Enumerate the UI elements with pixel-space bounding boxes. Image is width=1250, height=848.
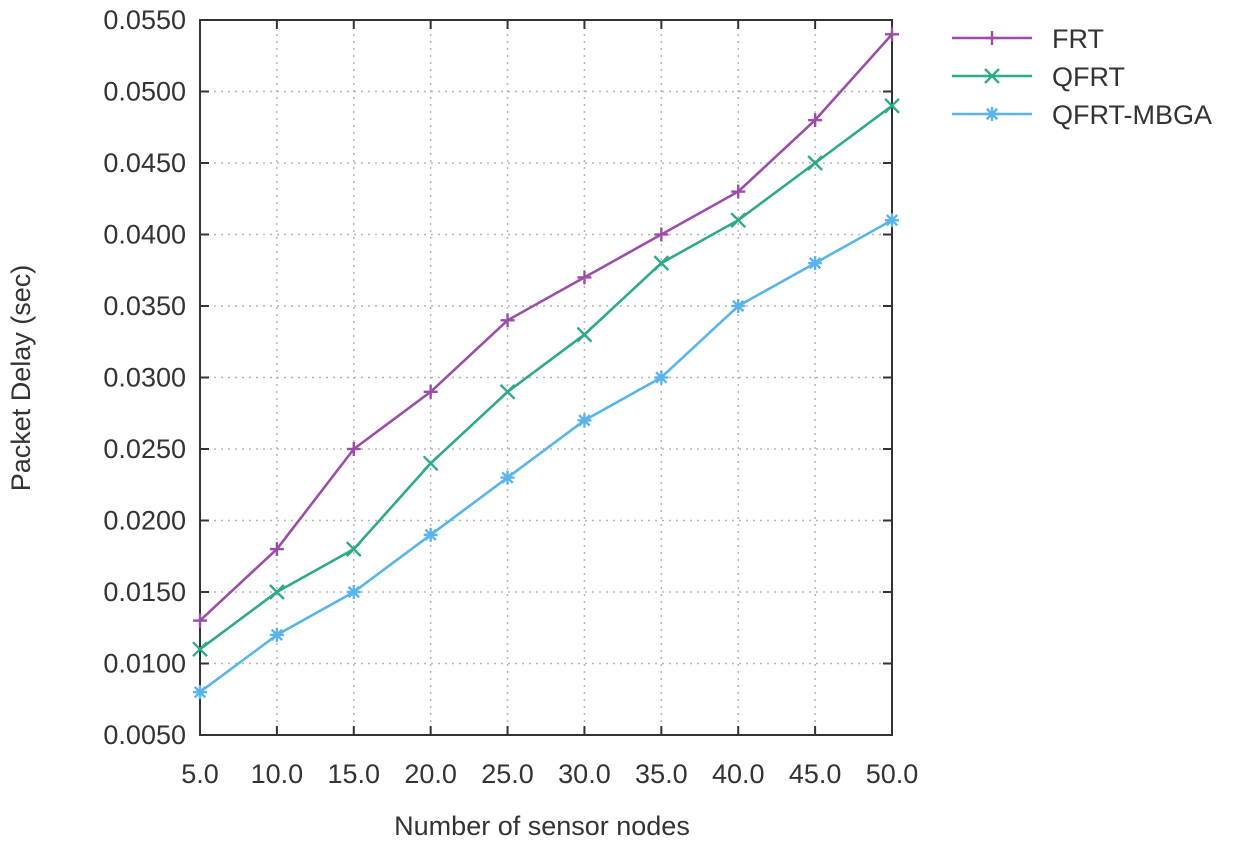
data-point-qfrt-mbga <box>885 213 899 228</box>
x-tick-label: 10.0 <box>251 759 304 789</box>
data-point-qfrt-mbga <box>423 527 438 542</box>
data-point-qfrt <box>884 97 900 114</box>
series-line-qfrt-mbga <box>199 219 893 694</box>
x-tick-label: 40.0 <box>712 759 765 789</box>
x-tick-label: 20.0 <box>404 759 457 789</box>
data-point-frt <box>808 113 823 128</box>
data-point-qfrt <box>576 326 593 343</box>
tick-layer: 0.0050 0.0100 0.0150 0.0200 0.0250 0.0300 0.03… <box>103 5 918 789</box>
data-point-frt <box>423 384 438 399</box>
data-point-frt <box>731 184 746 199</box>
x-tick-label: 30.0 <box>558 759 611 789</box>
data-point-qfrt-mbga <box>654 370 669 385</box>
data-point-frt <box>500 313 515 328</box>
legend-label: QFRT-MBGA <box>1052 100 1212 130</box>
data-point-qfrt <box>422 455 439 472</box>
data-point-qfrt-mbga <box>500 470 515 485</box>
series-frt <box>193 27 899 628</box>
data-point-qfrt <box>730 212 747 229</box>
y-tick-label: 0.0100 <box>103 649 186 679</box>
legend-marker <box>985 107 999 121</box>
data-point-frt <box>577 270 592 285</box>
x-tick-label: 35.0 <box>635 759 688 789</box>
data-point-qfrt-mbga <box>808 256 823 271</box>
x-tick-label: 5.0 <box>181 759 219 789</box>
data-point-qfrt <box>653 255 670 271</box>
y-tick-label: 0.0400 <box>103 220 186 250</box>
grid-layer <box>200 20 892 735</box>
series-layer <box>192 27 900 700</box>
data-point-qfrt <box>269 584 285 600</box>
x-tick-label: 25.0 <box>481 759 534 789</box>
data-point-qfrt <box>499 383 516 400</box>
legend-label: QFRT <box>1052 62 1125 92</box>
legend-marker <box>985 31 999 45</box>
series-qfrt <box>192 97 900 658</box>
series-line-qfrt <box>199 104 893 651</box>
legend: FRT QFRT QFRT-MBGA <box>952 24 1212 130</box>
data-point-qfrt <box>192 641 208 658</box>
y-tick-label: 0.0250 <box>103 434 186 464</box>
legend-item-frt: FRT <box>952 24 1104 54</box>
data-point-frt <box>885 27 899 42</box>
data-point-qfrt-mbga <box>269 627 284 642</box>
data-point-frt <box>346 442 361 456</box>
y-tick-label: 0.0200 <box>103 506 186 536</box>
series-qfrt-mbga <box>193 213 899 700</box>
y-tick-label: 0.0150 <box>103 577 186 607</box>
legend-label: FRT <box>1052 24 1104 54</box>
data-point-qfrt <box>345 541 362 557</box>
y-axis-title: Packet Delay (sec) <box>6 265 36 492</box>
x-tick-label: 45.0 <box>789 759 842 789</box>
x-axis-title: Number of sensor nodes <box>394 811 690 841</box>
data-point-frt <box>654 227 669 242</box>
legend-marker <box>984 68 1000 84</box>
x-tick-label: 15.0 <box>327 759 380 789</box>
data-point-qfrt-mbga <box>193 685 207 700</box>
y-tick-label: 0.0450 <box>103 148 186 178</box>
data-point-qfrt-mbga <box>731 299 746 313</box>
series-line-frt <box>199 33 893 622</box>
data-point-qfrt-mbga <box>577 413 592 428</box>
legend-item-qfrt: QFRT <box>952 62 1125 92</box>
y-tick-label: 0.0500 <box>103 77 186 107</box>
data-point-frt <box>269 542 284 557</box>
data-point-qfrt-mbga <box>346 585 361 599</box>
y-tick-label: 0.0350 <box>103 291 186 321</box>
x-tick-label: 50.0 <box>866 759 919 789</box>
data-point-qfrt <box>807 155 823 171</box>
y-tick-label: 0.0050 <box>103 720 186 750</box>
data-point-frt <box>193 613 207 628</box>
y-tick-label: 0.0300 <box>103 363 186 393</box>
legend-item-qfrt-mbga: QFRT-MBGA <box>952 100 1212 130</box>
y-tick-label: 0.0550 <box>103 5 186 35</box>
